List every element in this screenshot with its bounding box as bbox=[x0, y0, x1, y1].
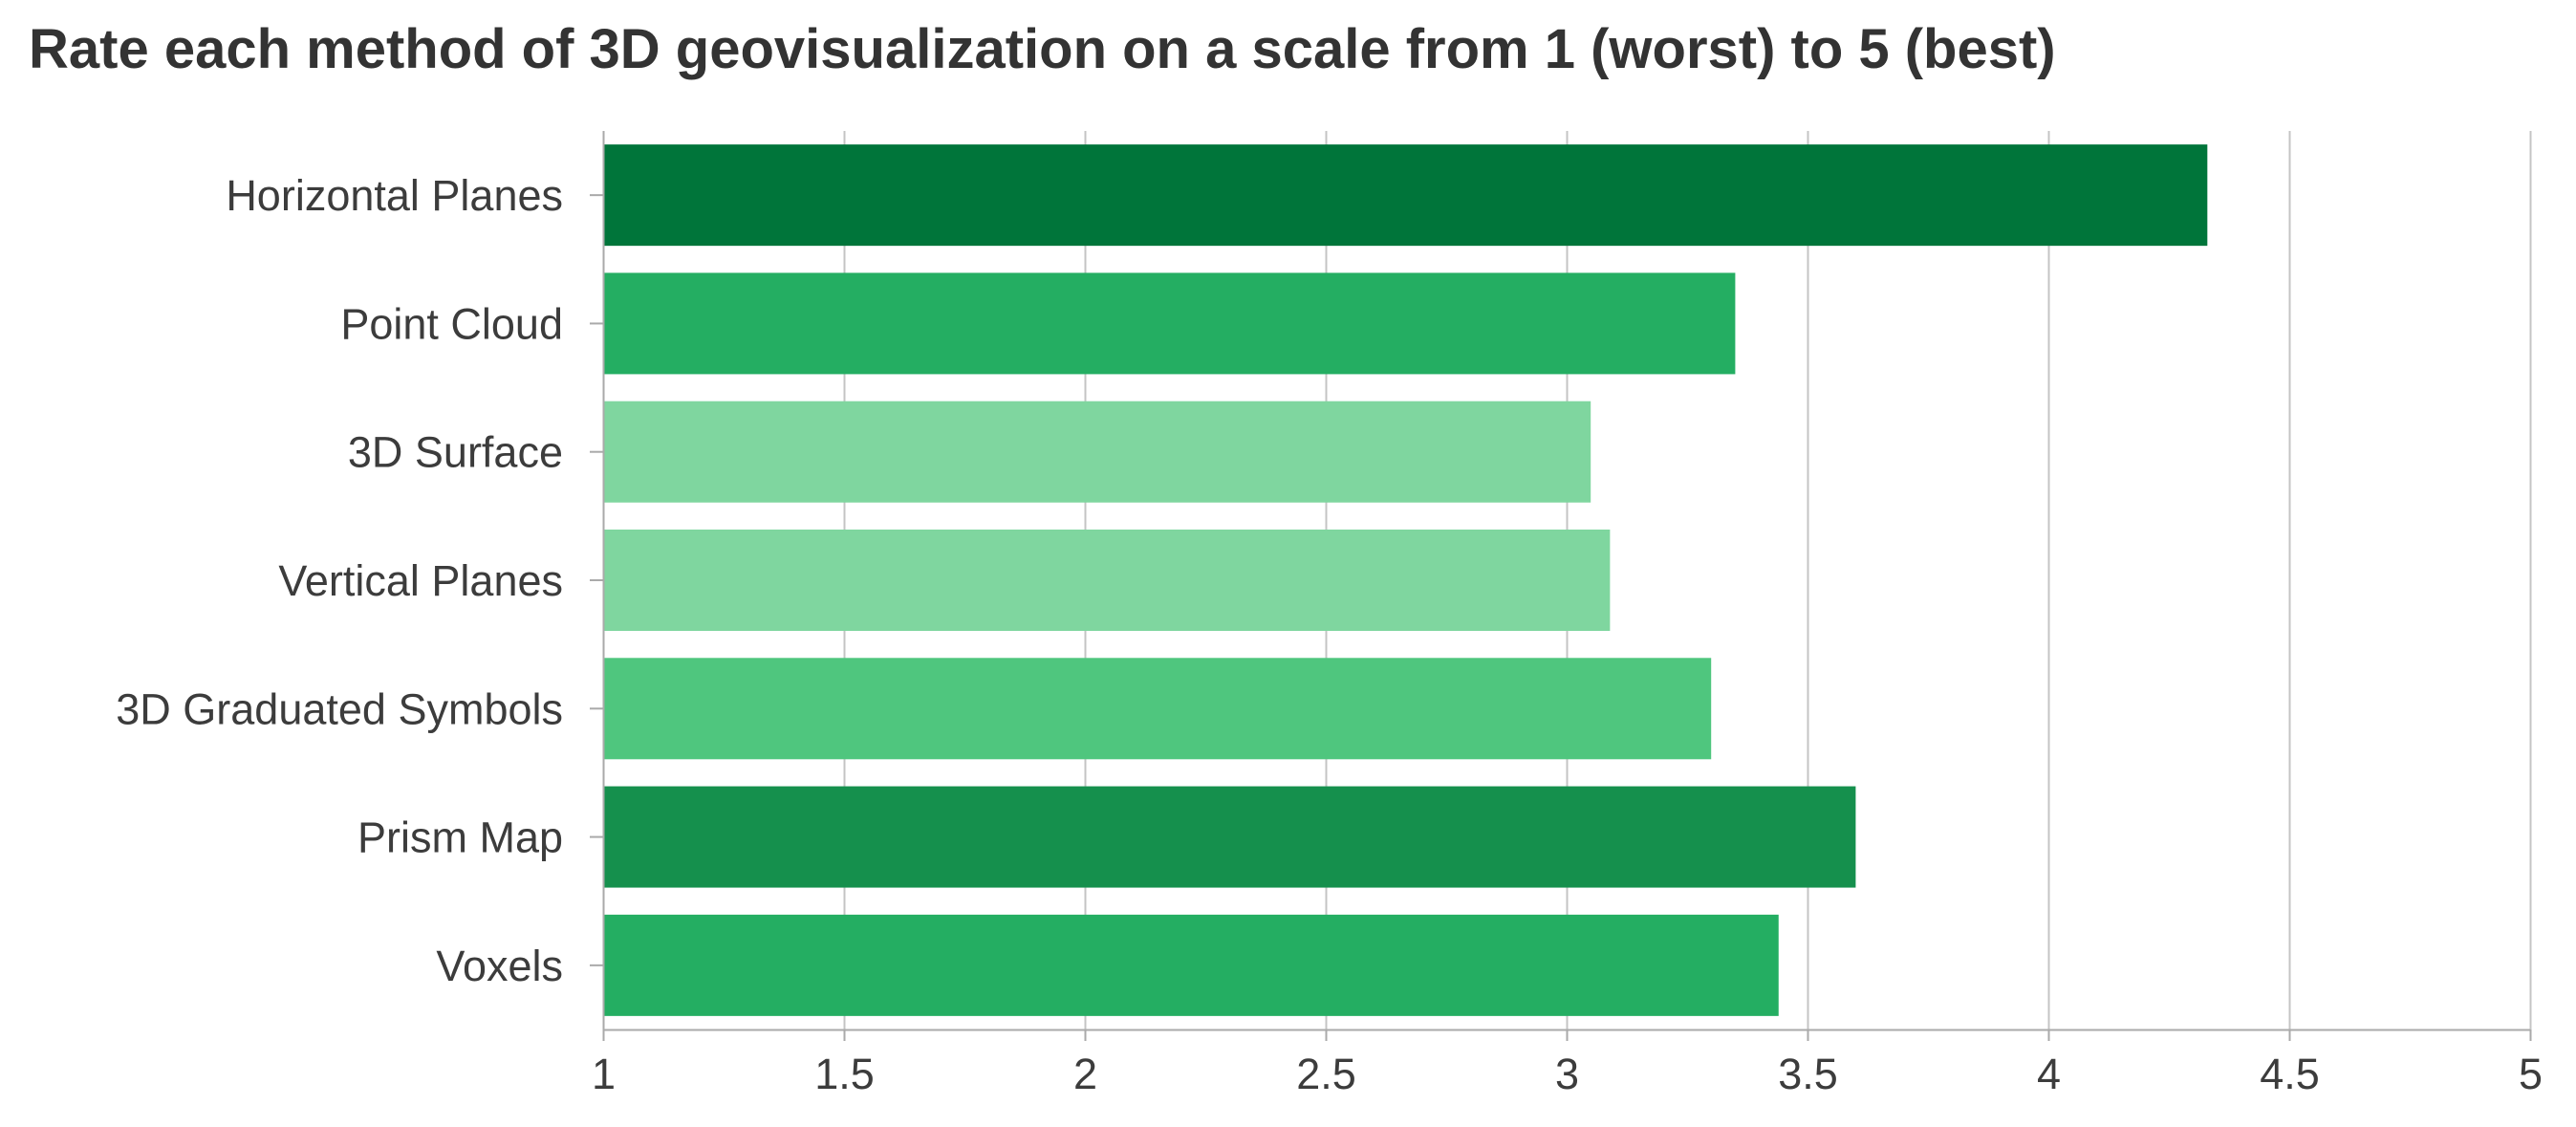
bar bbox=[603, 272, 1736, 375]
bars bbox=[603, 144, 2208, 1016]
x-tick-label: 4 bbox=[2037, 1050, 2061, 1098]
category-labels: Horizontal Planes Point Cloud 3D Surface Ve… bbox=[116, 171, 563, 990]
category-label: Voxels bbox=[436, 942, 563, 990]
x-tick-label: 3.5 bbox=[1778, 1050, 1838, 1098]
x-tick-label: 1 bbox=[592, 1050, 616, 1098]
category-label: Vertical Planes bbox=[278, 556, 563, 605]
bar bbox=[603, 658, 1712, 760]
x-tick-label: 2.5 bbox=[1296, 1050, 1356, 1098]
x-tick-label: 1.5 bbox=[814, 1050, 875, 1098]
chart-title: Rate each method of 3D geovisualization … bbox=[29, 18, 2056, 80]
x-tick-label: 5 bbox=[2519, 1050, 2543, 1098]
bar bbox=[603, 144, 2208, 247]
bar bbox=[603, 401, 1591, 503]
category-label: 3D Graduated Symbols bbox=[116, 684, 563, 733]
axes bbox=[590, 131, 2532, 1041]
bar bbox=[603, 786, 1856, 888]
tick-labels: 1 1.5 2 2.5 3 3.5 4 4.5 5 bbox=[592, 1050, 2543, 1098]
x-tick-label: 4.5 bbox=[2260, 1050, 2320, 1098]
bar bbox=[603, 914, 1779, 1016]
category-label: Point Cloud bbox=[340, 299, 563, 348]
x-tick-label: 2 bbox=[1073, 1050, 1097, 1098]
category-label: Horizontal Planes bbox=[226, 171, 563, 220]
bar bbox=[603, 530, 1611, 631]
x-tick-label: 3 bbox=[1555, 1050, 1579, 1098]
category-label: 3D Surface bbox=[348, 428, 563, 477]
category-label: Prism Map bbox=[357, 813, 563, 862]
